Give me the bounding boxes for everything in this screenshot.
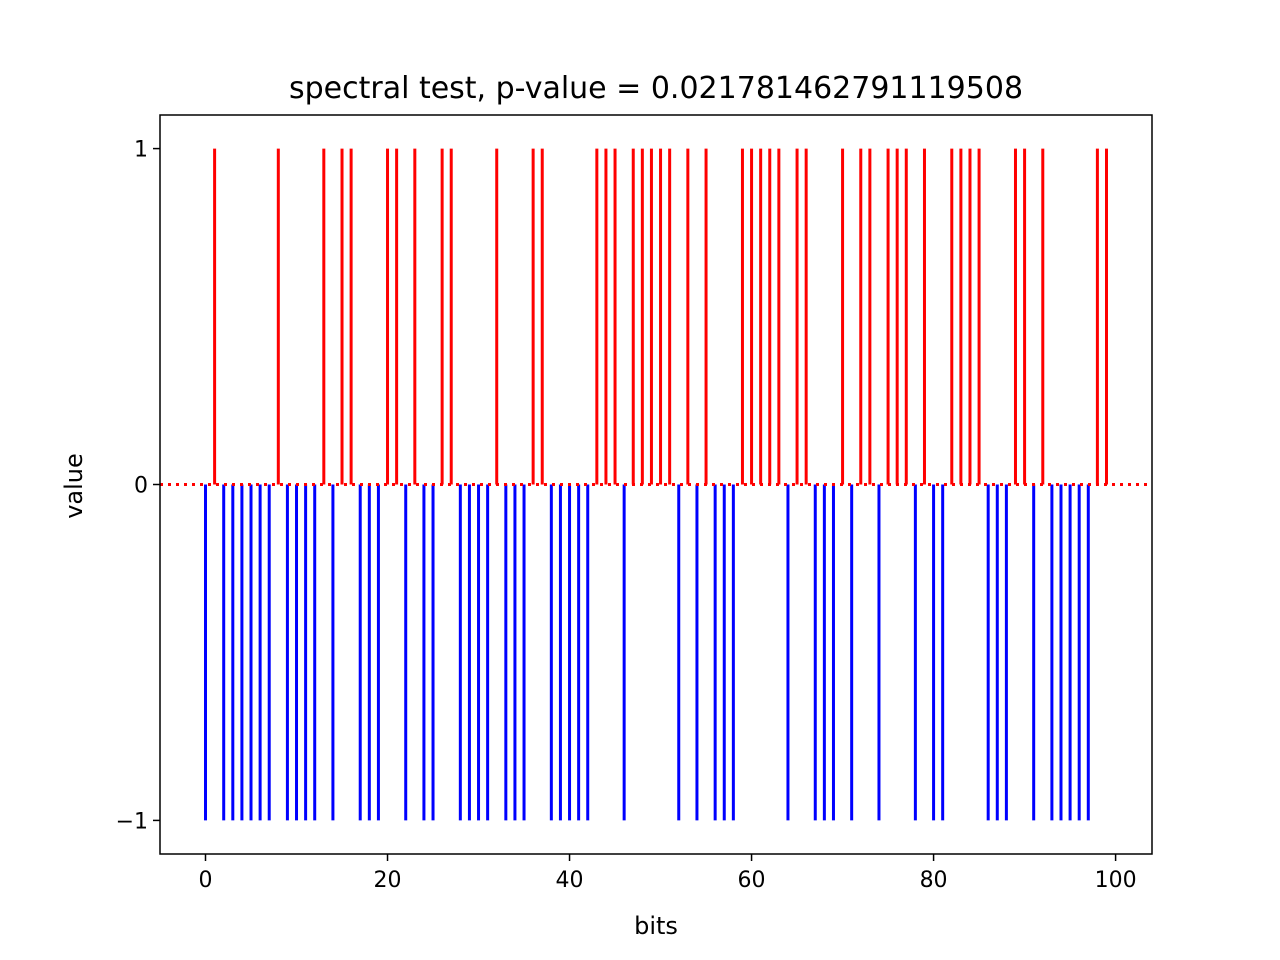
x-tick-label-40: 40 xyxy=(556,868,584,893)
x-tick-label-0: 0 xyxy=(199,868,213,893)
x-tick-label-100: 100 xyxy=(1095,868,1137,893)
y-tick-label-1: 1 xyxy=(134,138,148,163)
x-axis-label: bits xyxy=(634,912,678,940)
chart-title: spectral test, p-value = 0.0217814627911… xyxy=(289,71,1023,106)
x-tick-label-80: 80 xyxy=(920,868,948,893)
bit-bars xyxy=(160,148,1152,821)
y-tick-label--1: −1 xyxy=(116,809,148,834)
x-tick-label-60: 60 xyxy=(738,868,766,893)
plot-frame xyxy=(159,114,1153,855)
axis-ticks: 0 20 40 60 80 100 −1 0 1 xyxy=(116,138,1137,893)
y-axis-label: value xyxy=(60,453,88,519)
y-tick-label-0: 0 xyxy=(134,474,148,499)
x-tick-label-20: 20 xyxy=(374,868,402,893)
